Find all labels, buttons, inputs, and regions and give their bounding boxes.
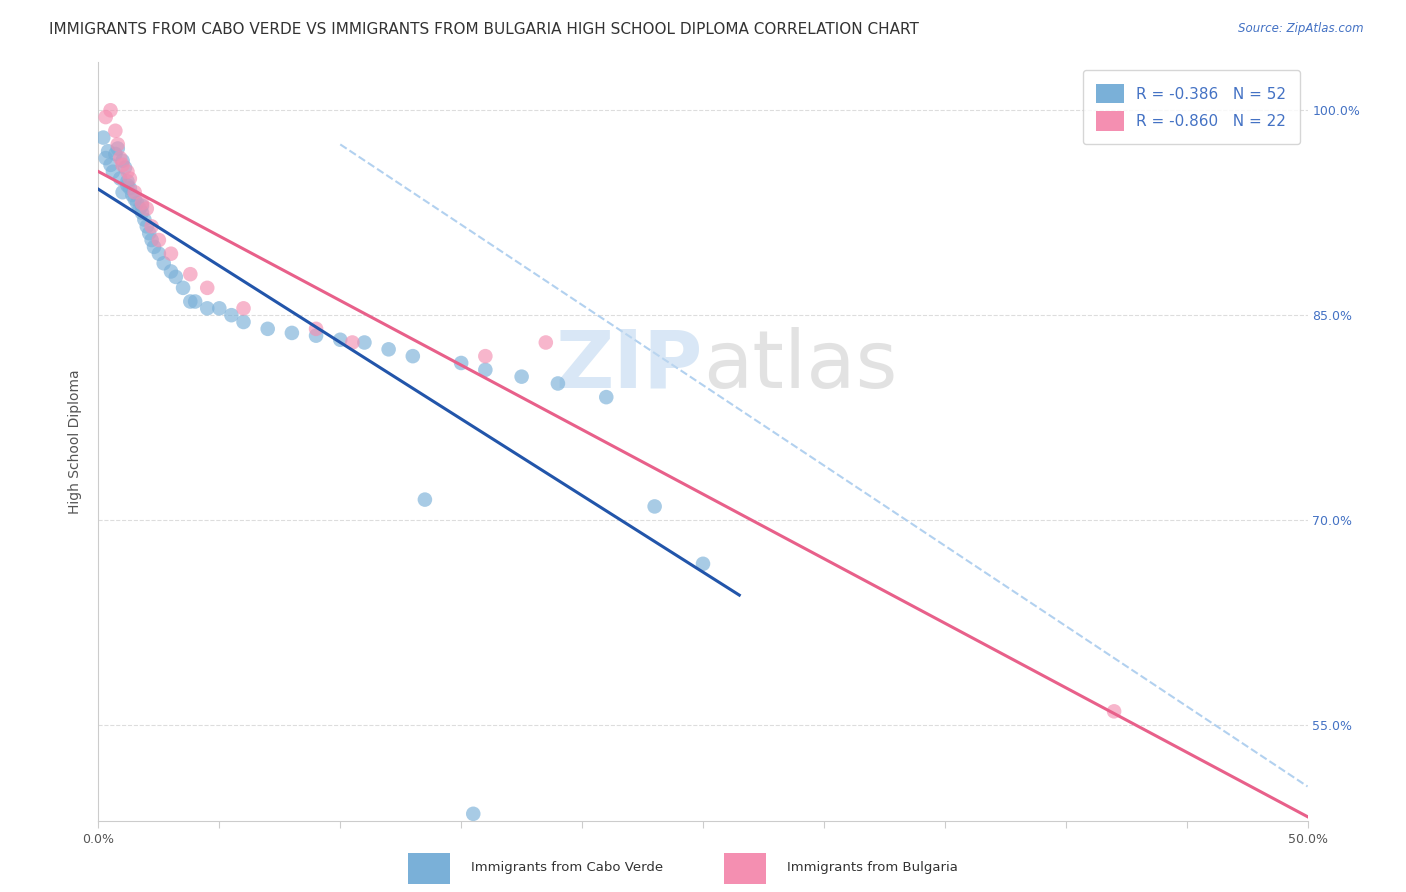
Point [256, 322, 278, 336]
Point [135, 219, 157, 234]
Text: ZIP: ZIP [555, 326, 703, 405]
Point [111, 153, 134, 168]
Point [127, 196, 149, 211]
Point [644, 500, 666, 514]
Point [353, 335, 375, 350]
Point [148, 233, 170, 247]
Point [221, 308, 243, 322]
Point [118, 171, 141, 186]
Point [131, 199, 153, 213]
Text: Source: ZipAtlas.com: Source: ZipAtlas.com [1239, 22, 1364, 36]
Point [143, 240, 166, 254]
Point [141, 233, 163, 247]
Point [94, 110, 117, 124]
Point [107, 141, 129, 155]
Point [232, 315, 254, 329]
Point [114, 161, 136, 175]
Point [141, 219, 163, 234]
Point [121, 188, 143, 202]
Point [184, 294, 207, 309]
Point [108, 151, 131, 165]
Point [111, 185, 134, 199]
Point [195, 301, 218, 316]
Point [534, 335, 557, 350]
Point [450, 356, 472, 370]
Point [131, 205, 153, 219]
Text: atlas: atlas [703, 326, 897, 405]
Point [104, 147, 127, 161]
Point [108, 171, 131, 186]
Point [117, 178, 139, 193]
Y-axis label: High School Diploma: High School Diploma [69, 369, 83, 514]
Point [160, 246, 183, 260]
Text: Immigrants from Cabo Verde: Immigrants from Cabo Verde [471, 861, 664, 874]
Point [152, 256, 174, 270]
Text: Immigrants from Bulgaria: Immigrants from Bulgaria [787, 861, 959, 874]
Point [124, 185, 146, 199]
Point [148, 246, 170, 260]
Point [179, 294, 201, 309]
Point [118, 181, 141, 195]
Point [117, 174, 139, 188]
Point [281, 326, 304, 340]
FancyBboxPatch shape [408, 854, 450, 883]
Point [100, 103, 122, 118]
Point [124, 192, 146, 206]
Point [208, 301, 231, 316]
Point [377, 343, 399, 357]
Point [232, 301, 254, 316]
Point [100, 158, 122, 172]
Point [413, 492, 436, 507]
Point [94, 151, 117, 165]
Point [91, 130, 114, 145]
Point [474, 363, 496, 377]
Point [101, 165, 124, 179]
Point [179, 267, 201, 281]
Point [160, 264, 183, 278]
Point [1102, 704, 1125, 718]
Point [474, 349, 496, 363]
Legend: R = -0.386   N = 52, R = -0.860   N = 22: R = -0.386 N = 52, R = -0.860 N = 22 [1083, 70, 1301, 145]
Point [107, 137, 129, 152]
Point [165, 269, 187, 284]
Point [128, 202, 150, 216]
FancyBboxPatch shape [724, 854, 766, 883]
Point [510, 369, 533, 384]
Point [547, 376, 569, 391]
Point [111, 158, 134, 172]
Point [595, 390, 617, 404]
Point [463, 806, 485, 821]
Text: IMMIGRANTS FROM CABO VERDE VS IMMIGRANTS FROM BULGARIA HIGH SCHOOL DIPLOMA CORRE: IMMIGRANTS FROM CABO VERDE VS IMMIGRANTS… [49, 22, 920, 37]
Point [329, 333, 352, 347]
Point [135, 202, 157, 216]
Point [305, 322, 328, 336]
Point [172, 281, 194, 295]
Point [402, 349, 425, 363]
Point [342, 335, 364, 350]
Point [138, 226, 160, 240]
Point [97, 145, 120, 159]
Point [692, 557, 714, 571]
Point [131, 196, 153, 211]
Point [104, 124, 127, 138]
Point [134, 212, 156, 227]
Point [305, 328, 328, 343]
Point [195, 281, 218, 295]
Point [117, 165, 139, 179]
